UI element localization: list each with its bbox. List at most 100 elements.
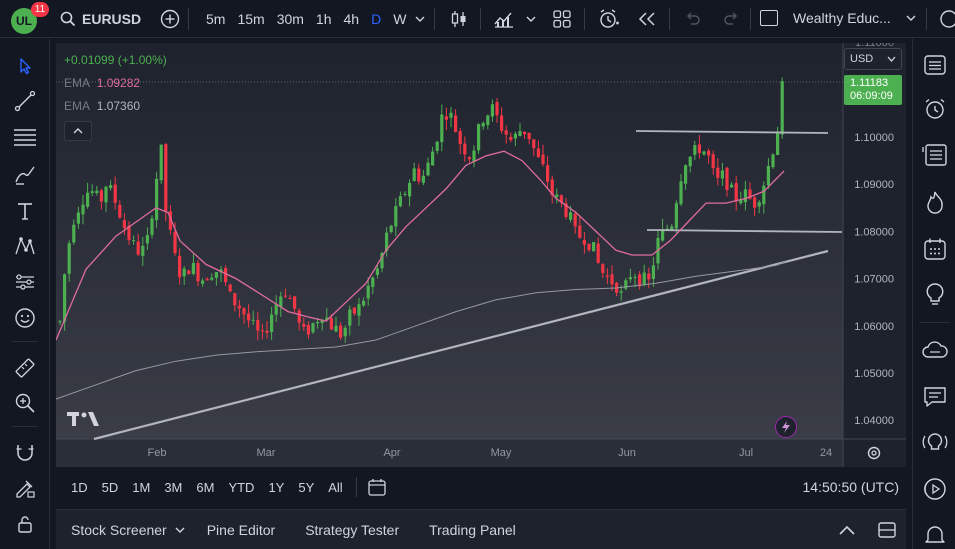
candle-up: [210, 277, 214, 280]
candle-up: [730, 184, 734, 188]
divider: [434, 8, 435, 30]
object-tree-button[interactable]: [921, 141, 949, 169]
notifications-button[interactable]: [921, 521, 949, 549]
candle-up: [628, 277, 632, 280]
range-3m[interactable]: 3M: [164, 479, 183, 495]
range-ytd[interactable]: YTD: [228, 479, 255, 495]
chevron-down-icon[interactable]: [414, 13, 426, 25]
layout-name: Wealthy Educ...: [793, 10, 891, 26]
calendar-button[interactable]: [921, 235, 949, 263]
pattern-tool[interactable]: [12, 233, 38, 259]
ema-slow-legend[interactable]: EMA 1.07360: [64, 99, 167, 113]
ema-fast-legend[interactable]: EMA 1.09282: [64, 76, 167, 90]
trend-line-tool[interactable]: [12, 88, 38, 114]
interval-w[interactable]: W: [393, 10, 407, 27]
alerts-button[interactable]: [921, 95, 949, 123]
text-tool[interactable]: [12, 198, 38, 224]
candle-up: [72, 224, 76, 243]
candle-up: [343, 327, 347, 337]
interval-4h[interactable]: 4h: [343, 10, 360, 27]
last-price-tag: 1.11183 06:09:09: [844, 75, 902, 105]
interval-group: 5m 15m 30m 1h 4h D W: [200, 0, 426, 38]
zoom-tool[interactable]: [12, 390, 38, 416]
lock-icon: [18, 516, 32, 533]
interval-5m[interactable]: 5m: [206, 10, 226, 27]
interval-d[interactable]: D: [371, 10, 382, 27]
alert-button[interactable]: [598, 8, 620, 33]
range-1y[interactable]: 1Y: [268, 479, 285, 495]
time-axis-label: Jul: [739, 447, 753, 459]
watchlist-button[interactable]: [921, 51, 949, 79]
maximize-icon[interactable]: [878, 521, 896, 538]
trendline: [93, 249, 829, 441]
watchlist-icon: [924, 55, 946, 75]
tab-trading-panel[interactable]: Trading Panel: [429, 521, 516, 538]
magnet-tool[interactable]: [12, 439, 38, 465]
chart-settings-button[interactable]: [866, 445, 882, 464]
replay-button[interactable]: [637, 10, 657, 31]
tab-pine-editor[interactable]: Pine Editor: [206, 521, 276, 538]
tab-stock-screener[interactable]: Stock Screener: [71, 521, 167, 538]
utc-clock[interactable]: 14:50:50 (UTC): [802, 479, 899, 495]
range-5y[interactable]: 5Y: [298, 479, 315, 495]
templates-button[interactable]: [552, 9, 572, 32]
chat-button[interactable]: [921, 383, 949, 411]
range-6m[interactable]: 6M: [196, 479, 215, 495]
range-1d[interactable]: 1D: [71, 479, 88, 495]
user-avatar[interactable]: UL 11: [11, 2, 49, 34]
hotlists-button[interactable]: [921, 189, 949, 217]
legend-collapse-button[interactable]: [64, 121, 92, 141]
cursor-tool[interactable]: [12, 53, 38, 79]
price-chart[interactable]: 1.110001.100001.090001.080001.070001.060…: [55, 37, 906, 467]
candle-up: [150, 218, 154, 235]
chevron-down-icon[interactable]: [525, 13, 537, 25]
interval-30m[interactable]: 30m: [276, 10, 304, 27]
candle-down: [536, 148, 540, 158]
help-button[interactable]: [921, 429, 949, 457]
candle-up: [155, 178, 159, 221]
chevron-down-icon[interactable]: [174, 524, 186, 536]
tradingview-logo[interactable]: [66, 409, 102, 432]
chart-type-button[interactable]: [449, 9, 469, 32]
streams-button[interactable]: [921, 475, 949, 503]
range-all[interactable]: All: [328, 479, 343, 495]
candle-up: [159, 144, 163, 181]
news-flash-button[interactable]: [775, 416, 797, 438]
interval-15m[interactable]: 15m: [237, 10, 265, 27]
date-range-bar: 1D 5D 1M 3M 6M YTD 1Y 5Y All 14:50:50 (U…: [56, 470, 906, 504]
candle-down: [573, 213, 577, 227]
range-1m[interactable]: 1M: [132, 479, 151, 495]
candle-up: [780, 81, 784, 135]
candle-down: [596, 243, 600, 263]
candle-down: [417, 168, 421, 182]
interval-1h[interactable]: 1h: [315, 10, 332, 27]
chats-button[interactable]: [921, 337, 949, 365]
stay-in-drawing-mode[interactable]: [12, 475, 38, 501]
layout-select[interactable]: Wealthy Educ...: [760, 10, 917, 26]
candle-up: [739, 199, 743, 204]
lock-drawings[interactable]: [12, 511, 38, 537]
ideas-button[interactable]: [921, 281, 949, 309]
tab-strategy-tester[interactable]: Strategy Tester: [305, 521, 400, 538]
lightning-icon: [782, 421, 790, 433]
undo-button[interactable]: [684, 10, 702, 31]
chevron-up-icon[interactable]: [838, 524, 856, 536]
currency-selector[interactable]: USD: [844, 48, 902, 70]
time-axis-background: [56, 439, 843, 467]
chevron-up-icon: [73, 128, 83, 134]
measure-tool[interactable]: [12, 355, 38, 381]
redo-button[interactable]: [722, 10, 740, 31]
chart-pane[interactable]: 1.11000 1.10000 1.09000 1.08000 1.07000 1.060…: [55, 37, 906, 467]
range-5d[interactable]: 5D: [101, 479, 119, 495]
candle-up: [362, 300, 366, 306]
fib-tool[interactable]: [12, 124, 38, 150]
divider: [926, 8, 927, 30]
indicators-button[interactable]: [493, 9, 537, 29]
prediction-tool[interactable]: [12, 269, 38, 295]
more-button[interactable]: [938, 8, 955, 30]
go-to-date-button[interactable]: [367, 477, 387, 497]
compare-symbol-button[interactable]: [160, 9, 180, 32]
brush-tool[interactable]: [12, 162, 38, 188]
icons-tool[interactable]: [12, 305, 38, 331]
symbol-search[interactable]: EURUSD: [60, 0, 141, 38]
